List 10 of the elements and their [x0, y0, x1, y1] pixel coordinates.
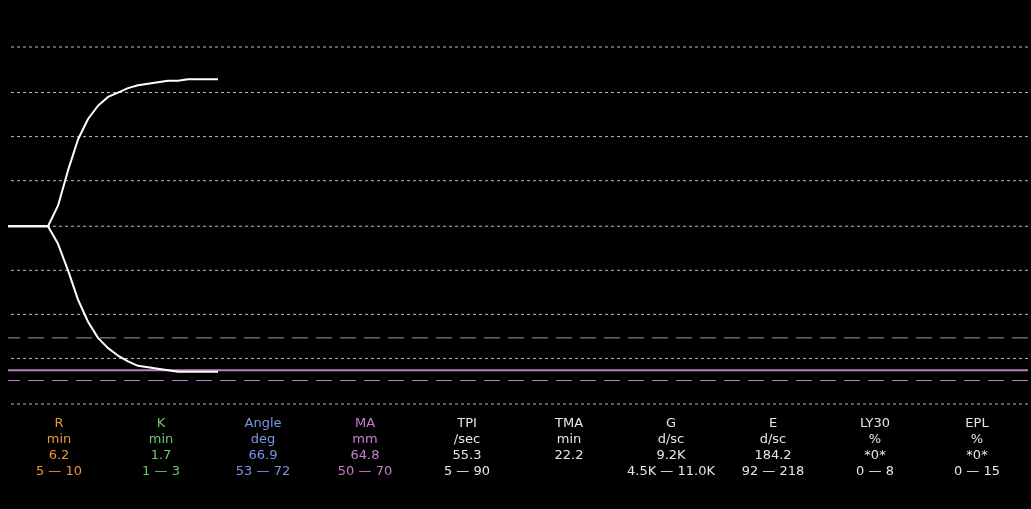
text: R min 6.2 5 — 10: [35, 415, 83, 478]
text: TPI /sec 55.3 5 — 90: [443, 415, 491, 478]
text: EPL % *0* 0 — 15: [953, 415, 1001, 478]
text: MA mm 64.8 50 — 70: [337, 415, 393, 478]
text: K min 1.7 1 — 3: [142, 415, 180, 478]
text: LY30 % *0* 0 — 8: [856, 415, 894, 478]
text: G d/sc 9.2K 4.5K — 11.0K: [627, 415, 716, 478]
text: E d/sc 184.2 92 — 218: [741, 415, 805, 478]
text: TMA min 22.2: [553, 415, 584, 462]
text: Angle deg 66.9 53 — 72: [235, 415, 291, 478]
